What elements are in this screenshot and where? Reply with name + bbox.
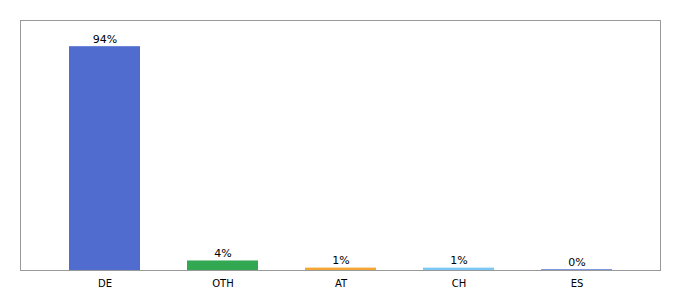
svg-text:AT: AT [335,278,348,289]
svg-text:94%: 94% [93,33,117,46]
svg-text:CH: CH [452,278,467,289]
svg-text:1%: 1% [450,254,467,267]
svg-text:1%: 1% [332,254,349,267]
svg-text:DE: DE [98,278,112,289]
svg-text:4%: 4% [214,247,231,260]
svg-text:ES: ES [571,278,584,289]
svg-text:0%: 0% [568,256,585,269]
svg-text:OTH: OTH [212,278,234,289]
